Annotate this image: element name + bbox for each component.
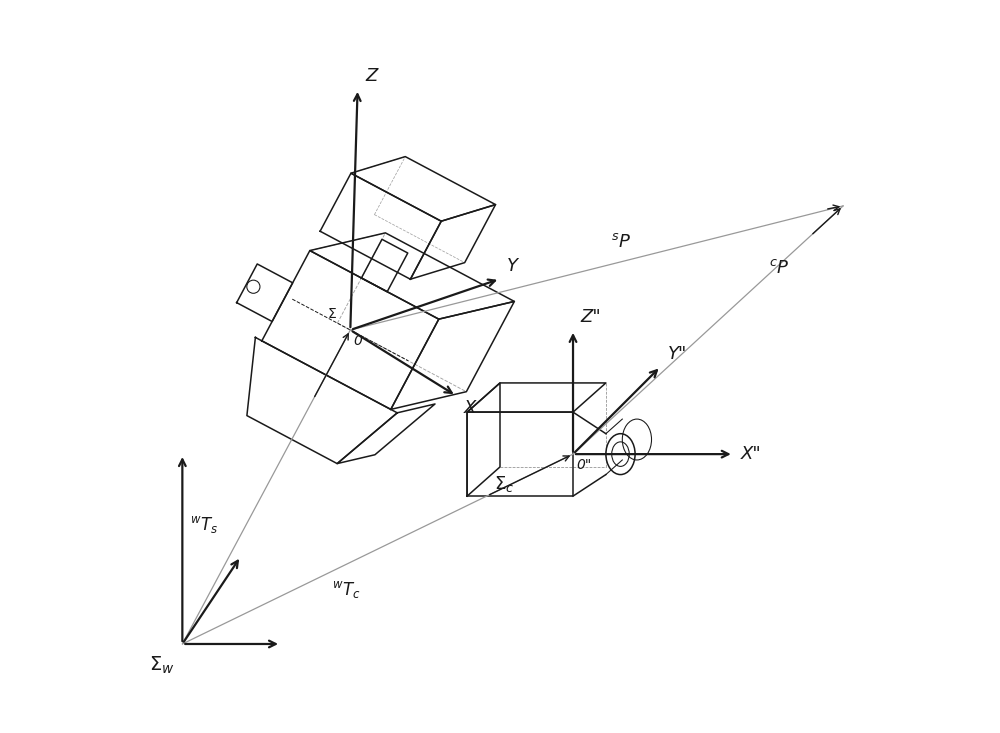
Text: Z": Z" — [580, 309, 601, 326]
Text: Z: Z — [365, 67, 377, 85]
Text: 0": 0" — [577, 458, 592, 472]
Text: $^c$P: $^c$P — [769, 259, 790, 276]
Text: X": X" — [741, 445, 762, 463]
Text: X: X — [463, 399, 476, 417]
Text: $\Sigma_w$: $\Sigma_w$ — [149, 655, 175, 677]
Text: $^s$P: $^s$P — [611, 233, 631, 251]
Text: $^w$T$_c$: $^w$T$_c$ — [332, 579, 361, 600]
Text: $\Sigma$: $\Sigma$ — [327, 307, 337, 321]
Text: 0: 0 — [353, 334, 362, 347]
Text: Y: Y — [507, 257, 518, 275]
Text: Y": Y" — [668, 345, 687, 363]
Text: $\Sigma_c$: $\Sigma_c$ — [494, 474, 514, 493]
Text: $^w$T$_s$: $^w$T$_s$ — [190, 514, 218, 535]
